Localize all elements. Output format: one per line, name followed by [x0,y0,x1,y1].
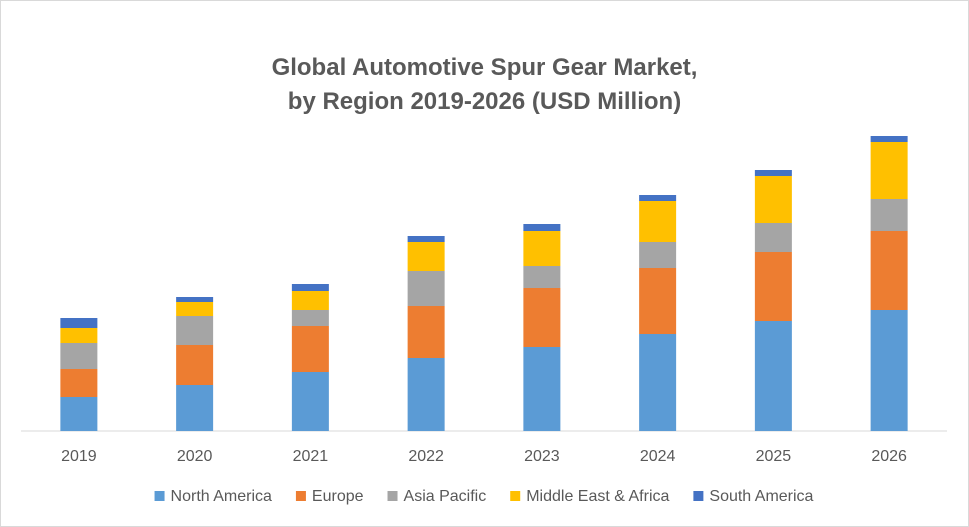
bar-south-america-2021 [291,284,329,291]
bar-europe-2020 [176,345,214,385]
x-tick-label: 2022 [408,448,444,465]
bar-south-america-2025 [754,170,792,176]
bar-middle-east-africa-2019 [60,328,98,343]
bar-south-america-2023 [523,224,561,231]
bar-middle-east-africa-2025 [754,176,792,223]
legend-swatch-south-america [693,491,704,501]
bar-north-america-2026 [870,310,908,431]
x-tick-label: 2025 [756,448,792,465]
bar-europe-2026 [870,231,908,310]
bar-south-america-2020 [176,297,214,302]
legend-swatch-europe [295,491,306,501]
bar-middle-east-africa-2024 [639,201,677,242]
bar-asia-pacific-2024 [639,242,677,268]
x-tick-label: 2026 [871,448,907,465]
bar-asia-pacific-2021 [291,310,329,326]
bar-asia-pacific-2023 [523,266,561,288]
bar-europe-2021 [291,326,329,372]
legend-label: Europe [312,488,364,505]
chart-title-line-1: Global Automotive Spur Gear Market, [271,54,698,81]
legend-swatch-middle-east-africa [510,491,521,501]
legend-label: Asia Pacific [404,488,487,505]
bar-middle-east-africa-2022 [407,242,445,271]
x-tick-label: 2021 [293,448,329,465]
bar-middle-east-africa-2020 [176,302,214,316]
bar-asia-pacific-2026 [870,199,908,231]
bar-north-america-2023 [523,347,561,431]
bar-north-america-2019 [60,397,98,431]
legend-swatch-asia-pacific [387,491,398,501]
legend-swatch-north-america [154,491,165,501]
bar-south-america-2019 [60,318,98,328]
bar-south-america-2026 [870,136,908,142]
x-tick-label: 2023 [524,448,560,465]
bar-middle-east-africa-2023 [523,231,561,266]
x-tick-label: 2020 [177,448,213,465]
bar-asia-pacific-2019 [60,343,98,369]
bar-north-america-2021 [291,372,329,431]
bar-south-america-2024 [639,195,677,201]
x-tick-label: 2024 [640,448,676,465]
bar-south-america-2022 [407,236,445,242]
bar-europe-2023 [523,288,561,347]
bar-asia-pacific-2022 [407,271,445,306]
bar-asia-pacific-2020 [176,316,214,345]
bar-north-america-2024 [639,334,677,431]
legend-label: South America [709,488,813,505]
bar-asia-pacific-2025 [754,223,792,252]
bar-middle-east-africa-2021 [291,291,329,310]
bar-europe-2025 [754,252,792,321]
chart-title-line-2: by Region 2019-2026 (USD Million) [287,88,682,115]
bar-north-america-2020 [176,385,214,431]
chart-title: Global Automotive Spur Gear Market, by R… [1,51,968,119]
bar-middle-east-africa-2026 [870,142,908,199]
legend-label: Middle East & Africa [526,488,669,505]
x-tick-label: 2019 [61,448,97,465]
bar-europe-2019 [60,369,98,397]
bar-north-america-2025 [754,321,792,431]
bar-europe-2024 [639,268,677,334]
legend-label: North America [171,488,272,505]
bar-north-america-2022 [407,358,445,431]
bar-europe-2022 [407,306,445,358]
